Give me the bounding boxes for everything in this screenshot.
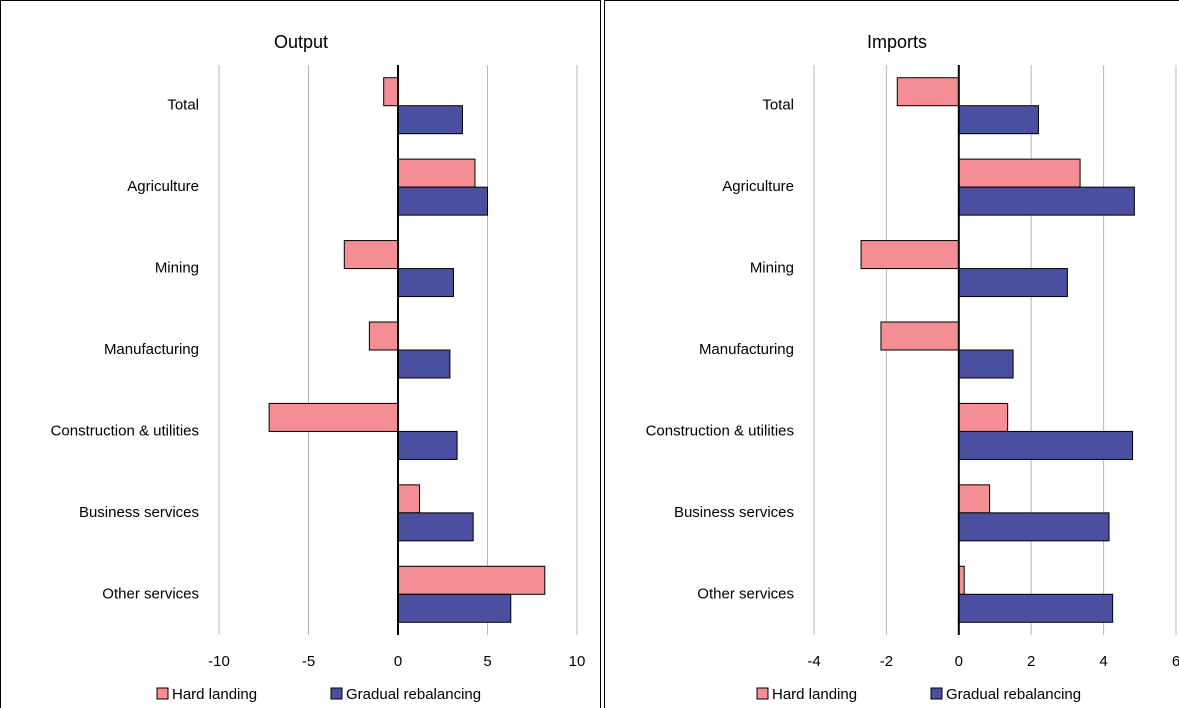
bar	[397, 158, 476, 188]
y-tick-label: Total	[167, 97, 199, 114]
bar	[860, 240, 960, 270]
bar	[397, 268, 454, 298]
bar	[958, 349, 1014, 379]
bar	[397, 484, 420, 514]
bar	[343, 240, 399, 270]
bar	[958, 268, 1068, 298]
bar	[958, 593, 1114, 623]
legend-swatch	[930, 687, 943, 700]
bar	[397, 593, 512, 623]
x-tick-label: -10	[208, 653, 230, 670]
bar	[397, 430, 458, 460]
legend-label: Hard landing	[772, 686, 857, 703]
y-tick-label: Manufacturing	[699, 341, 794, 358]
y-tick-label: Business services	[79, 504, 199, 521]
legend-swatch	[330, 687, 343, 700]
bar	[383, 77, 399, 107]
x-tick-label: -5	[302, 653, 315, 670]
bar	[397, 565, 546, 595]
y-tick-label: Other services	[697, 585, 794, 602]
bar	[397, 349, 451, 379]
legend-label: Hard landing	[172, 686, 257, 703]
bar	[958, 512, 1110, 542]
bar	[268, 402, 399, 432]
chart-title: Output	[274, 32, 328, 52]
y-tick-label: Construction & utilities	[51, 422, 199, 439]
bar	[958, 402, 1009, 432]
x-tick-label: 4	[1099, 653, 1107, 670]
x-tick-label: 6	[1172, 653, 1179, 670]
bar	[958, 484, 991, 514]
x-tick-label: 0	[955, 653, 963, 670]
y-tick-label: Manufacturing	[104, 341, 199, 358]
legend-label: Gradual rebalancing	[946, 686, 1081, 703]
y-tick-label: Agriculture	[127, 178, 199, 195]
bar	[397, 512, 474, 542]
bar	[958, 430, 1134, 460]
bar	[397, 105, 463, 135]
legend-swatch	[156, 687, 169, 700]
panel-border	[604, 0, 1179, 708]
bar	[958, 158, 1081, 188]
x-tick-label: 2	[1027, 653, 1035, 670]
legend-label: Gradual rebalancing	[346, 686, 481, 703]
x-tick-label: 5	[483, 653, 491, 670]
bar	[880, 321, 960, 351]
legend-swatch	[756, 687, 769, 700]
y-tick-label: Construction & utilities	[646, 422, 794, 439]
bar	[958, 186, 1135, 216]
panel-border	[0, 0, 601, 708]
y-tick-label: Total	[762, 97, 794, 114]
bar	[958, 105, 1039, 135]
chart-title: Imports	[867, 32, 927, 52]
x-tick-label: 10	[569, 653, 586, 670]
y-tick-label: Business services	[674, 504, 794, 521]
y-tick-label: Mining	[155, 260, 199, 277]
bar	[397, 186, 488, 216]
x-tick-label: 0	[394, 653, 402, 670]
y-tick-label: Agriculture	[722, 178, 794, 195]
x-tick-label: -4	[807, 653, 820, 670]
y-tick-label: Other services	[102, 585, 199, 602]
x-tick-label: -2	[880, 653, 893, 670]
bar	[896, 77, 960, 107]
y-tick-label: Mining	[750, 260, 794, 277]
bar	[368, 321, 399, 351]
